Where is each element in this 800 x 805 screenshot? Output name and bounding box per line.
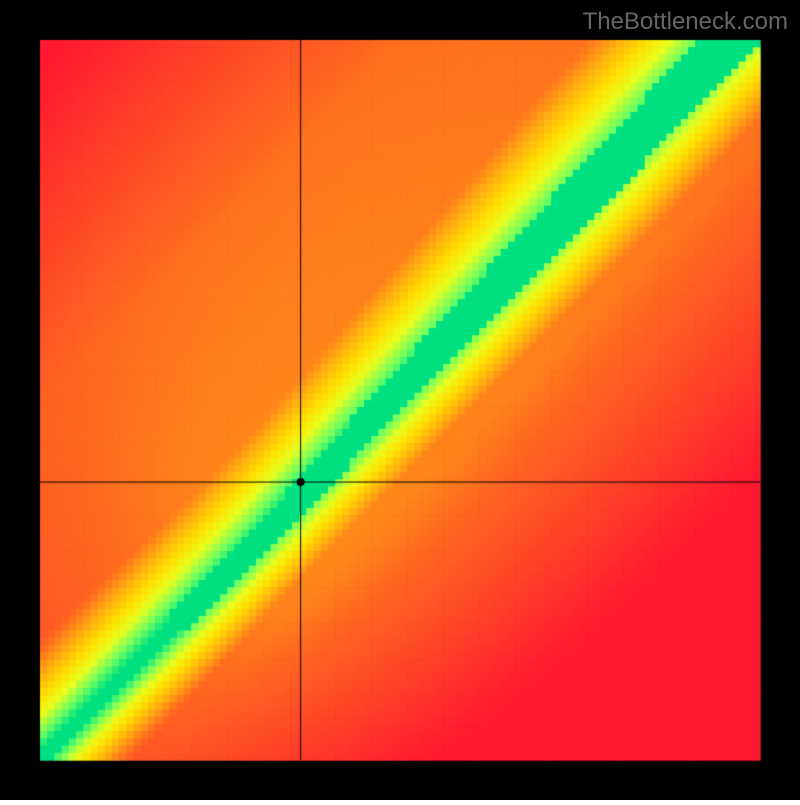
heatmap-canvas-wrap [0, 0, 800, 805]
chart-container: TheBottleneck.com [0, 0, 800, 800]
bottleneck-heatmap [0, 0, 800, 800]
watermark-text: TheBottleneck.com [583, 8, 788, 36]
